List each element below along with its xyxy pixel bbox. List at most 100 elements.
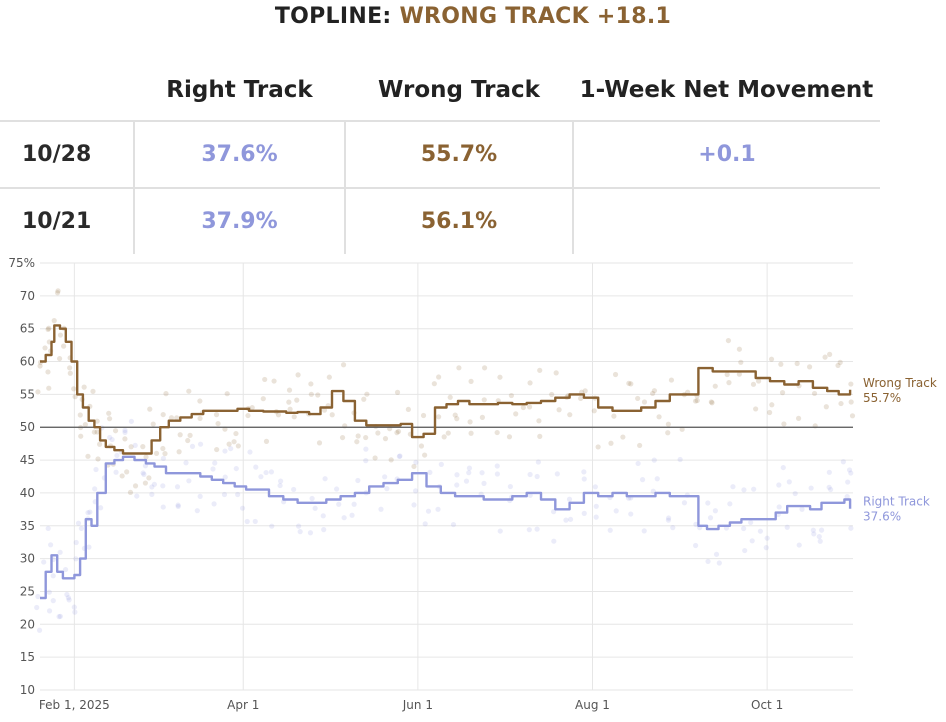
poll-dot xyxy=(776,504,782,510)
poll-dot xyxy=(665,515,672,521)
poll-dot xyxy=(262,376,268,383)
poll-dot xyxy=(94,418,100,424)
poll-dot xyxy=(61,343,67,349)
poll-dot xyxy=(665,517,672,523)
poll-dot xyxy=(197,493,203,499)
poll-dot xyxy=(176,449,182,455)
poll-dot xyxy=(321,527,327,533)
title-prefix: TOPLINE: xyxy=(274,4,400,29)
poll-dot xyxy=(670,525,676,531)
poll-dot xyxy=(837,359,843,365)
poll-dot xyxy=(140,444,146,450)
poll-dot xyxy=(563,517,569,523)
poll-dot xyxy=(591,408,597,414)
poll-dot xyxy=(78,525,85,532)
poll-dot xyxy=(315,392,321,398)
poll-dot xyxy=(45,525,51,532)
x-tick-label: Oct 1 xyxy=(751,698,783,712)
poll-dot xyxy=(556,407,562,413)
poll-dot xyxy=(526,527,532,533)
poll-dot xyxy=(50,573,56,579)
poll-dot xyxy=(94,429,100,435)
poll-dot xyxy=(382,436,389,442)
poll-dot xyxy=(534,526,540,532)
poll-dot xyxy=(454,416,460,422)
right-wrong-track-chart: 10 15 20 25 30 35 40 45 50 55 60 65 70 75% Feb 1, 2025… xyxy=(8,256,936,712)
poll-dot xyxy=(64,591,70,598)
poll-dot xyxy=(66,597,72,603)
poll-dot xyxy=(143,454,149,460)
poll-dot xyxy=(497,374,503,380)
poll-dot xyxy=(127,489,134,495)
header-date-column xyxy=(0,60,134,121)
poll-dot xyxy=(46,385,52,391)
poll-dot xyxy=(838,400,844,407)
poll-dot xyxy=(454,472,460,478)
poll-dot xyxy=(811,531,817,537)
poll-dot xyxy=(818,527,825,533)
poll-dot xyxy=(48,542,54,548)
poll-dot xyxy=(307,530,314,536)
row-net-movement-value xyxy=(572,187,880,254)
y-tick-label: 15 xyxy=(20,650,35,664)
table-header-row: Right Track Wrong Track 1-Week Net Movem… xyxy=(0,60,880,121)
poll-dot xyxy=(82,421,88,428)
poll-dot xyxy=(194,508,200,514)
poll-dot xyxy=(67,365,73,371)
poll-dot xyxy=(228,445,234,452)
poll-dot xyxy=(581,476,587,482)
row-date: 10/21 xyxy=(0,187,134,254)
wrong-track-line xyxy=(40,324,852,455)
poll-dot xyxy=(479,470,485,476)
poll-dot xyxy=(56,355,63,362)
poll-dot xyxy=(427,469,433,476)
poll-dot xyxy=(355,433,361,439)
poll-dot xyxy=(253,464,259,470)
poll-dot xyxy=(741,487,747,493)
poll-dot xyxy=(817,538,823,544)
poll-dot xyxy=(50,598,56,604)
poll-dot xyxy=(494,429,500,436)
poll-dot xyxy=(186,388,192,394)
topline-table: Right Track Wrong Track 1-Week Net Movem… xyxy=(0,60,880,254)
poll-dot xyxy=(641,399,648,405)
poll-dot xyxy=(388,457,394,463)
poll-dot xyxy=(679,426,685,432)
poll-dot xyxy=(784,524,790,530)
poll-dot xyxy=(57,332,64,338)
poll-dot xyxy=(45,326,51,333)
poll-dot xyxy=(786,479,792,485)
poll-dot xyxy=(411,463,417,470)
poll-dot xyxy=(607,527,613,533)
poll-dot xyxy=(35,389,41,395)
poll-dot xyxy=(420,412,427,419)
poll-dot xyxy=(128,418,134,424)
y-tick-label: 10 xyxy=(20,683,35,697)
poll-dot xyxy=(494,463,500,469)
y-tick-label: 30 xyxy=(20,552,35,566)
right-track-end-value: 37.6% xyxy=(863,510,901,524)
poll-dot xyxy=(628,511,634,517)
poll-dot xyxy=(705,500,711,506)
poll-dot xyxy=(160,411,166,418)
poll-dot xyxy=(175,503,181,510)
right-track-series-label: Right Track xyxy=(863,495,930,509)
x-tick-label: Aug 1 xyxy=(575,698,610,712)
poll-dot xyxy=(665,421,671,427)
poll-dot xyxy=(582,388,588,394)
poll-dot xyxy=(554,471,560,477)
poll-dot xyxy=(692,398,699,404)
poll-dot xyxy=(468,430,474,436)
poll-dot xyxy=(635,460,641,467)
poll-dot xyxy=(840,459,846,465)
poll-dot xyxy=(826,484,832,490)
poll-dot xyxy=(620,434,626,440)
poll-dot xyxy=(113,469,119,475)
poll-dot xyxy=(197,415,203,422)
poll-dot xyxy=(235,443,241,449)
poll-dot xyxy=(452,412,458,418)
poll-dot xyxy=(816,533,822,540)
x-tick-label: Apr 1 xyxy=(227,698,259,712)
poll-dot xyxy=(412,488,419,494)
poll-dot xyxy=(297,529,303,535)
